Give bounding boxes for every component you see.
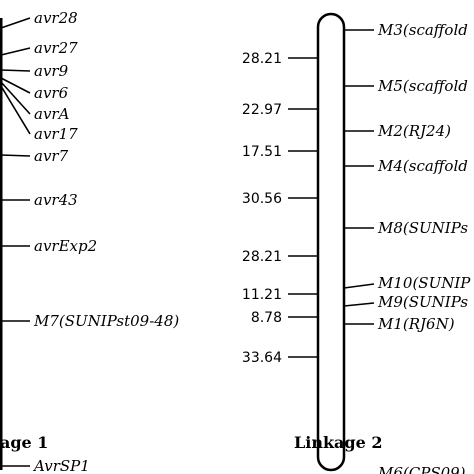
lg1-marker-avr28: avr28 (34, 9, 78, 27)
lg2-distance-7: 33.64 (242, 350, 282, 366)
lg1-connector-avrA (0, 81, 31, 115)
lg2-distance-0: 28.21 (242, 51, 282, 67)
lg2-marker-m8: M8(SUNIPs (377, 219, 468, 237)
lg1-connector-avr27 (0, 47, 31, 56)
lg2-distance-2: 17.51 (242, 144, 282, 160)
lg1-connector-avr9 (0, 69, 31, 72)
lg1-connector-avr6 (0, 77, 31, 94)
linkage-group-1: avr28 avr27 avr9 avr6 avrA avr17 avr7 av… (0, 9, 179, 474)
lg1-title: age 1 (0, 433, 48, 452)
lg1-connector-avr7 (0, 154, 31, 157)
lg1-marker-avrsp1: AvrSP1 (32, 457, 90, 474)
lg2-connector-m9 (343, 302, 375, 307)
lg1-connector-avr17 (0, 85, 31, 135)
lg2-marker-m10: M10(SUNIP (377, 274, 471, 292)
lg1-marker-avr9: avr9 (34, 62, 69, 80)
lg1-marker-avr27: avr27 (34, 39, 78, 57)
lg2-marker-m6: M6(CPS09) (377, 464, 466, 474)
lg2-marker-m3: M3(scaffold (377, 21, 468, 39)
lg2-distance-6: 8.78 (251, 310, 282, 326)
lg1-marker-avrExp2: avrExp2 (34, 237, 97, 255)
lg1-marker-avrA: avrA (34, 105, 70, 123)
lg2-chromosome-bar (316, 12, 346, 472)
lg2-marker-m9: M9(SUNIPs (377, 293, 468, 311)
lg1-connector-avr28 (0, 17, 31, 29)
lg1-marker-avr43: avr43 (34, 191, 78, 209)
lg2-title: Linkage 2 (294, 433, 382, 452)
lg2-connector-m10 (343, 283, 375, 289)
lg1-marker-avr7: avr7 (34, 147, 69, 165)
lg2-marker-m4: M4(scaffold (377, 157, 468, 175)
lg1-marker-avr6: avr6 (34, 84, 69, 102)
lg2-marker-m1: M1(RJ6N) (377, 315, 455, 333)
lg2-distance-1: 22.97 (242, 102, 282, 118)
lg2-distance-3: 30.56 (242, 191, 282, 207)
lg1-marker-m7: M7(SUNIPst09-48) (33, 312, 179, 330)
lg2-marker-m5: M5(scaffold (377, 77, 468, 95)
lg2-distance-5: 11.21 (242, 287, 282, 303)
lg2-marker-m2: M2(RJ24) (377, 122, 451, 140)
lg2-distance-4: 28.21 (242, 249, 282, 265)
lg1-marker-avr17: avr17 (34, 125, 78, 143)
linkage-group-2: 28.21 22.97 17.51 30.56 28.21 11.21 8.78… (242, 12, 471, 474)
